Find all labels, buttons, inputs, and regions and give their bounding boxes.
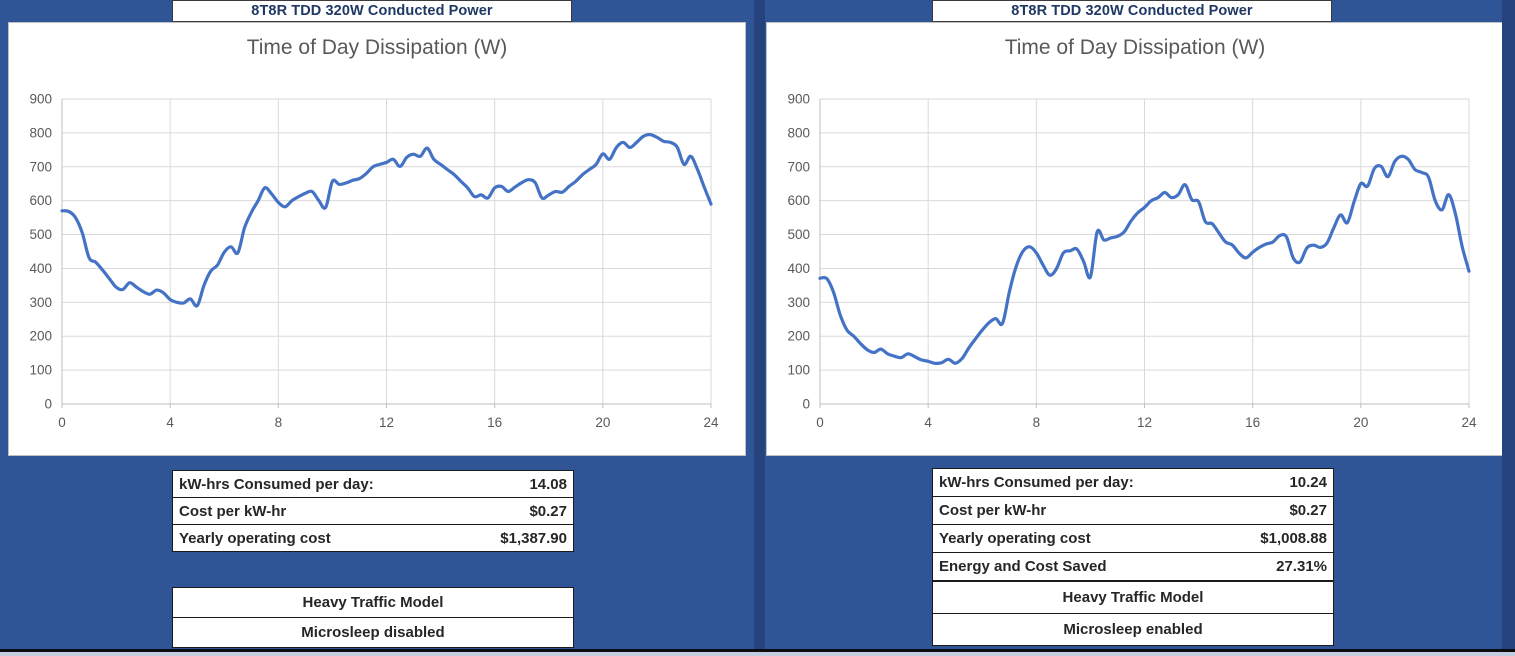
panel-header[interactable]: 8T8R TDD 320W Conducted Power [172,0,572,23]
svg-text:24: 24 [1461,415,1477,430]
row-label: Yearly operating cost [939,530,1091,547]
row-value: 14.08 [529,475,567,493]
panel-header[interactable]: 8T8R TDD 320W Conducted Power [932,0,1332,23]
panel-header-label: 8T8R TDD 320W Conducted Power [1011,3,1253,19]
svg-text:200: 200 [29,329,52,344]
summary-table: kW-hrs Consumed per day: 14.08 Cost per kW… [172,470,574,552]
svg-text:24: 24 [703,415,719,430]
chart[interactable]: Time of Day Dissipation (W) 0 100 200 300 40… [766,22,1504,456]
svg-text:20: 20 [1353,415,1368,430]
chart-plot: 0 100 200 300 400 500 600 700 800 900 0 4 8 12 16 20 24 [29,92,719,431]
table-row[interactable]: Cost per kW-hr $0.27 [173,498,573,525]
svg-text:900: 900 [29,92,52,107]
svg-text:800: 800 [29,125,52,140]
row-value: $1,387.90 [500,529,567,547]
panel-header-label: 8T8R TDD 320W Conducted Power [251,3,493,19]
row-label: Energy and Cost Saved [939,558,1107,575]
svg-text:4: 4 [924,415,932,430]
svg-text:200: 200 [787,329,810,344]
bottom-edge-line [0,649,1515,652]
svg-text:8: 8 [275,415,283,430]
row-label: Cost per kW-hr [939,502,1047,519]
row-value: 27.31% [1276,558,1327,575]
svg-text:4: 4 [166,415,174,430]
svg-text:0: 0 [816,415,824,430]
row-label: Cost per kW-hr [179,502,287,520]
svg-text:600: 600 [787,193,810,208]
table-row[interactable]: kW-hrs Consumed per day: 10.24 [933,469,1333,497]
row-label: kW-hrs Consumed per day: [179,475,374,493]
svg-text:8: 8 [1033,415,1041,430]
svg-text:800: 800 [787,125,810,140]
svg-text:700: 700 [787,159,810,174]
row-label: Yearly operating cost [179,529,331,547]
chart-plot: 0 100 200 300 400 500 600 700 800 900 0 4 8 12 16 20 24 [787,92,1477,431]
table-row[interactable]: Yearly operating cost $1,008.88 [933,525,1333,553]
row-value: 10.24 [1289,474,1327,491]
svg-text:300: 300 [787,295,810,310]
summary-table: kW-hrs Consumed per day: 10.24 Cost per kW… [932,468,1334,581]
footer-row[interactable]: Heavy Traffic Model [173,588,573,618]
footer-row[interactable]: Microsleep disabled [301,624,445,641]
svg-text:100: 100 [29,363,52,378]
svg-text:12: 12 [1137,415,1152,430]
row-value: $0.27 [1289,502,1327,519]
svg-text:400: 400 [29,261,52,276]
svg-text:600: 600 [29,193,52,208]
table-row[interactable]: Cost per kW-hr $0.27 [933,497,1333,525]
svg-text:900: 900 [787,92,810,107]
row-value: $0.27 [529,502,567,520]
panel-divider [754,0,765,649]
svg-text:500: 500 [787,227,810,242]
chart-title: Time of Day Dissipation (W) [246,36,508,59]
svg-text:16: 16 [1245,415,1260,430]
svg-text:16: 16 [487,415,502,430]
model-label-box: Heavy Traffic Model Microsleep disabled [172,587,574,648]
footer-row[interactable]: Microsleep enabled [1063,621,1203,638]
svg-text:400: 400 [787,261,810,276]
panel-right: 8T8R TDD 320W Conducted Power Time of Da… [758,0,1515,649]
panel-left: 8T8R TDD 320W Conducted Power Time of Da… [0,0,757,649]
svg-text:0: 0 [58,415,66,430]
table-row[interactable]: Energy and Cost Saved 27.31% [933,553,1333,580]
svg-text:100: 100 [787,363,810,378]
right-edge-strip [1502,0,1515,649]
svg-text:300: 300 [29,295,52,310]
table-row[interactable]: Yearly operating cost $1,387.90 [173,525,573,551]
svg-text:12: 12 [379,415,394,430]
svg-text:20: 20 [595,415,610,430]
svg-text:0: 0 [44,397,52,412]
model-label-box: Heavy Traffic Model Microsleep enabled [932,581,1334,646]
chart[interactable]: Time of Day Dissipation (W) 0 100 200 300 40… [8,22,746,456]
chart-title: Time of Day Dissipation (W) [1004,36,1266,59]
table-row[interactable]: kW-hrs Consumed per day: 14.08 [173,471,573,498]
bottom-edge-highlight [0,652,1515,656]
footer-row[interactable]: Heavy Traffic Model [933,582,1333,614]
row-value: $1,008.88 [1260,530,1327,547]
svg-text:700: 700 [29,159,52,174]
svg-text:0: 0 [802,397,810,412]
row-label: kW-hrs Consumed per day: [939,474,1134,491]
svg-text:500: 500 [29,227,52,242]
